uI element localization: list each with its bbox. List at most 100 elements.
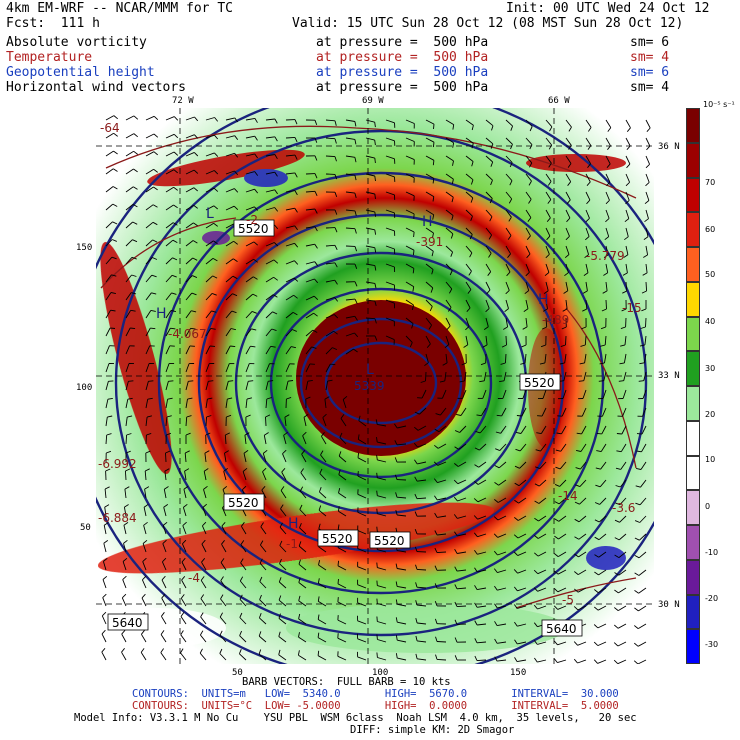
- wind-barb: [165, 257, 173, 265]
- wind-barb: [625, 119, 631, 129]
- wind-barb: [565, 245, 570, 255]
- wind-barb-flag: [300, 468, 304, 473]
- wind-barb: [219, 653, 227, 661]
- wind-barb: [302, 435, 307, 445]
- wind-barb: [558, 533, 567, 540]
- wind-barb: [377, 621, 387, 625]
- wind-barb: [485, 191, 493, 199]
- wind-barb: [405, 263, 415, 269]
- wind-barb: [365, 137, 375, 141]
- wind-barb: [505, 137, 513, 145]
- wind-barb-flag: [337, 560, 340, 566]
- wind-barb-flag: [245, 414, 251, 418]
- temp-label: -6.884: [98, 511, 137, 525]
- wind-barb: [245, 171, 255, 175]
- wind-barb-flag: [395, 599, 398, 605]
- wind-barb-flag: [152, 204, 158, 208]
- wind-barb-flag: [487, 271, 492, 276]
- wind-barb-flag: [514, 499, 519, 504]
- wind-barb: [405, 245, 415, 251]
- colorbar-label: 40: [705, 317, 716, 326]
- field-name-geopotential: Geopotential height: [6, 65, 155, 80]
- wind-barb-flag: [266, 397, 272, 400]
- wind-barb: [280, 490, 287, 499]
- wind-barb-flag: [107, 397, 113, 400]
- wind-barb: [578, 551, 587, 558]
- wind-barb: [105, 363, 110, 373]
- wind-barb: [185, 151, 195, 157]
- wind-barbs: [101, 115, 651, 664]
- wind-barb-flag: [634, 537, 640, 541]
- wind-barb: [578, 533, 587, 540]
- wind-barb-flag: [354, 246, 358, 252]
- wind-barb: [299, 527, 307, 535]
- wind-barb-flag: [431, 269, 434, 275]
- colorbar-label: 10: [705, 455, 716, 464]
- wind-barb-flag: [337, 578, 339, 584]
- wind-barb: [477, 479, 487, 485]
- wind-barb-flag: [180, 594, 185, 599]
- wind-barb: [565, 281, 569, 291]
- init-time: Init: 00 UTC Wed 24 Oct 12: [506, 1, 710, 16]
- wind-barb: [416, 497, 427, 500]
- wind-barb-flag: [376, 490, 378, 496]
- wind-barb: [583, 371, 587, 381]
- wind-barb: [163, 489, 167, 499]
- wind-barb: [519, 461, 527, 469]
- wind-barb: [225, 310, 233, 319]
- wind-barb: [505, 281, 510, 291]
- wind-barb-flag: [374, 158, 376, 164]
- wind-barb: [205, 222, 214, 229]
- wind-barb: [243, 453, 247, 463]
- wind-barb-flag: [516, 431, 522, 434]
- wind-barb: [345, 155, 355, 158]
- wind-barb-flag: [415, 653, 418, 659]
- wind-barb: [239, 598, 247, 607]
- wind-barb: [220, 562, 227, 571]
- wind-barb: [545, 299, 548, 309]
- wind-barb-flag: [334, 138, 337, 144]
- wind-barb-flag: [239, 630, 243, 636]
- wind-barb: [377, 423, 387, 427]
- wind-barb: [537, 533, 547, 539]
- wind-barb-flag: [103, 522, 109, 526]
- wind-barb: [518, 497, 527, 504]
- wind-barb-flag: [163, 504, 169, 508]
- wind-barb: [145, 115, 155, 121]
- wind-barb-flag: [354, 175, 357, 181]
- wind-barb: [338, 510, 347, 517]
- wind-barb: [101, 651, 107, 661]
- wind-barb-flag: [600, 326, 606, 330]
- wind-barb: [105, 309, 111, 319]
- wind-barb-flag: [624, 218, 630, 223]
- wind-barb-flag: [298, 632, 300, 638]
- wind-barb-flag: [645, 163, 650, 169]
- wind-barb: [183, 489, 187, 499]
- wind-barb-flag: [160, 648, 164, 653]
- wind-barb-flag: [150, 309, 156, 312]
- wind-barb: [325, 137, 336, 140]
- wind-barb: [582, 389, 587, 399]
- wind-barb-flag: [322, 413, 327, 418]
- wind-barb: [605, 281, 608, 291]
- wind-barb-flag: [620, 326, 626, 330]
- wind-barb-flag: [207, 397, 213, 400]
- wind-barb: [201, 525, 207, 535]
- wind-barb: [357, 530, 367, 535]
- wind-barb: [580, 443, 587, 452]
- wind-barb: [303, 417, 307, 427]
- wind-barb: [265, 276, 274, 283]
- wind-barb: [421, 389, 427, 399]
- wind-barb-flag: [152, 257, 158, 260]
- wind-barb: [643, 371, 647, 381]
- wind-barb: [318, 546, 327, 553]
- wind-barb-flag: [172, 239, 178, 243]
- wind-barb: [503, 371, 507, 381]
- wind-barb: [101, 633, 107, 643]
- wind-barb-flag: [529, 162, 533, 168]
- wind-barb: [459, 425, 467, 433]
- wind-barb-flag: [539, 362, 546, 365]
- wind-barb: [298, 582, 307, 589]
- wind-barb: [239, 635, 247, 643]
- wind-barb-flag: [193, 187, 198, 192]
